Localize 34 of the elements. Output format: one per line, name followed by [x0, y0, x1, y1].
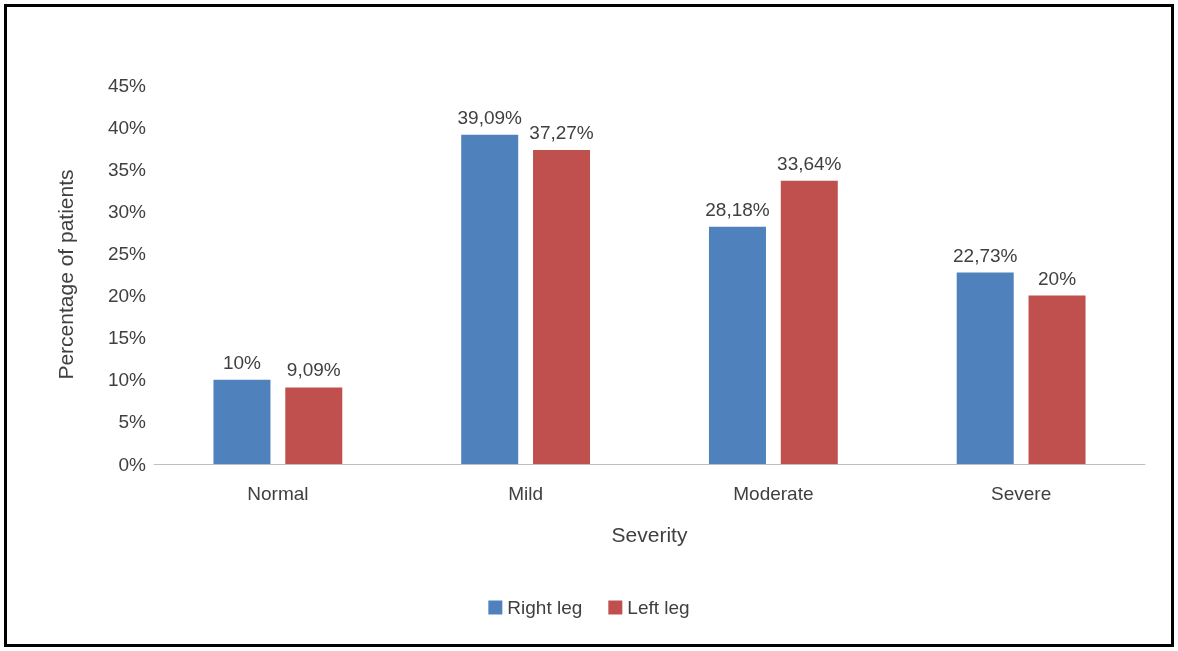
y-tick-label: 15% — [107, 327, 147, 349]
x-tick-label: Severe — [991, 483, 1052, 504]
bar — [285, 387, 343, 464]
x-tick-label: Moderate — [733, 483, 814, 504]
bar — [533, 150, 591, 464]
data-label: 9,09% — [286, 359, 341, 381]
bar — [213, 379, 271, 464]
y-tick-label: 25% — [107, 242, 147, 264]
data-label: 22,73% — [952, 244, 1018, 266]
x-tick-label: Mild — [508, 483, 544, 504]
y-tick-label: 5% — [118, 411, 147, 433]
data-label: 28,18% — [705, 198, 770, 220]
y-tick-label: 10% — [107, 369, 147, 391]
bar — [780, 180, 838, 464]
x-axis-title: Severity — [611, 523, 688, 546]
data-label: 39,09% — [457, 106, 523, 128]
bar — [1028, 295, 1086, 464]
bar — [708, 226, 766, 464]
y-axis-title: Percentage of patients — [54, 169, 77, 380]
y-tick-label: 35% — [107, 158, 147, 180]
data-label: 20% — [1038, 267, 1077, 289]
x-tick-label: Normal — [247, 483, 309, 504]
y-tick-label: 0% — [118, 453, 147, 475]
bar — [461, 134, 519, 464]
y-tick-label: 40% — [107, 116, 147, 138]
data-label: 37,27% — [529, 122, 594, 144]
data-label: 33,64% — [777, 152, 842, 174]
legend-label: Left leg — [627, 597, 690, 618]
y-tick-label: 45% — [107, 74, 147, 96]
y-tick-label: 30% — [107, 200, 147, 222]
y-tick-label: 20% — [107, 285, 147, 307]
bar — [956, 272, 1014, 464]
data-label: 10% — [222, 351, 262, 373]
legend-label: Right leg — [507, 597, 583, 618]
